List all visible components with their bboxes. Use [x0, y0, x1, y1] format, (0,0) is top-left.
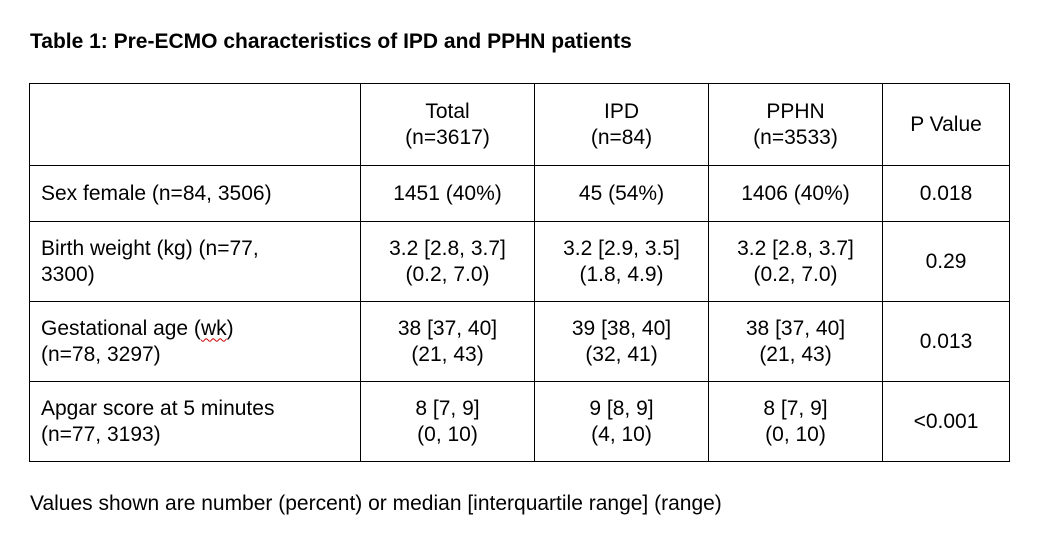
- cell-total: 8 [7, 9] (0, 10): [360, 381, 535, 462]
- cell-range: (0.2, 7.0): [753, 262, 838, 286]
- header-cell-ipd: IPD (n=84): [534, 83, 709, 166]
- row-label-line1: Birth weight (kg) (n=77,: [41, 236, 259, 260]
- cell-pphn: 3.2 [2.8, 3.7] (0.2, 7.0): [708, 221, 883, 302]
- header-pphn-label: PPHN: [766, 99, 825, 123]
- cell-pvalue: <0.001: [882, 381, 1010, 462]
- cell-value: 0.013: [919, 329, 973, 353]
- row-label-cell: Birth weight (kg) (n=77, 3300): [29, 221, 361, 302]
- header-cell-pvalue: P Value: [882, 83, 1010, 166]
- cell-median: 3.2 [2.8, 3.7]: [389, 236, 506, 260]
- cell-median: 3.2 [2.9, 3.5]: [563, 236, 680, 260]
- cell-range: (0, 10): [765, 422, 826, 446]
- cell-value: 1406 (40%): [741, 181, 850, 205]
- cell-value: 45 (54%): [578, 181, 665, 205]
- row-label-line2: 3300): [41, 262, 95, 286]
- table-row-gestational-age: Gestational age (wk) (n=78, 3297) 38 [37…: [29, 301, 1010, 382]
- cell-value: 1451 (40%): [393, 181, 502, 205]
- spellcheck-underlined-word: wk: [200, 316, 227, 340]
- cell-pvalue: 0.29: [882, 221, 1010, 302]
- cell-median: 8 [7, 9]: [763, 396, 828, 420]
- row-label-line1: Apgar score at 5 minutes: [41, 396, 275, 420]
- row-label-pre: Gestational age (: [41, 316, 201, 340]
- cell-range: (21, 43): [411, 342, 484, 366]
- header-row: Total (n=3617) IPD (n=84) PPHN (n=3533) …: [29, 83, 1010, 166]
- cell-pphn: 1406 (40%): [708, 165, 883, 222]
- cell-range: (0, 10): [417, 422, 478, 446]
- row-label: Sex female (n=84, 3506): [41, 181, 272, 205]
- cell-median: 8 [7, 9]: [415, 396, 480, 420]
- cell-range: (32, 41): [585, 342, 658, 366]
- row-label-cell: Apgar score at 5 minutes (n=77, 3193): [29, 381, 361, 462]
- header-pvalue-label: P Value: [910, 112, 982, 136]
- row-label-line1: Gestational age (wk): [41, 316, 360, 342]
- cell-pvalue: 0.018: [882, 165, 1010, 222]
- header-cell-total: Total (n=3617): [360, 83, 535, 166]
- row-label-cell: Gestational age (wk) (n=78, 3297): [29, 301, 361, 382]
- cell-median: 38 [37, 40]: [745, 316, 846, 340]
- cell-range: (0.2, 7.0): [405, 262, 490, 286]
- cell-median: 38 [37, 40]: [397, 316, 498, 340]
- characteristics-table: Total (n=3617) IPD (n=84) PPHN (n=3533) …: [29, 83, 1010, 462]
- cell-pvalue: 0.013: [882, 301, 1010, 382]
- cell-pphn: 8 [7, 9] (0, 10): [708, 381, 883, 462]
- row-label-cell: Sex female (n=84, 3506): [29, 165, 361, 222]
- cell-median: 39 [38, 40]: [571, 316, 672, 340]
- cell-value: 0.29: [925, 249, 967, 273]
- header-pphn-n: (n=3533): [753, 125, 838, 149]
- row-label-line2: (n=77, 3193): [41, 422, 161, 446]
- row-label-line2: (n=78, 3297): [41, 342, 161, 366]
- cell-value: <0.001: [913, 409, 979, 433]
- header-cell-pphn: PPHN (n=3533): [708, 83, 883, 166]
- cell-ipd: 39 [38, 40] (32, 41): [534, 301, 709, 382]
- table-row-apgar: Apgar score at 5 minutes (n=77, 3193) 8 …: [29, 381, 1010, 462]
- cell-median: 3.2 [2.8, 3.7]: [737, 236, 854, 260]
- cell-total: 1451 (40%): [360, 165, 535, 222]
- table-row-birth-weight: Birth weight (kg) (n=77, 3300) 3.2 [2.8,…: [29, 221, 1010, 302]
- cell-ipd: 9 [8, 9] (4, 10): [534, 381, 709, 462]
- cell-total: 3.2 [2.8, 3.7] (0.2, 7.0): [360, 221, 535, 302]
- cell-range: (4, 10): [591, 422, 652, 446]
- table-title: Table 1: Pre-ECMO characteristics of IPD…: [30, 30, 632, 53]
- cell-ipd: 45 (54%): [534, 165, 709, 222]
- header-total-n: (n=3617): [405, 125, 490, 149]
- header-ipd-n: (n=84): [590, 125, 653, 149]
- cell-range: (1.8, 4.9): [579, 262, 664, 286]
- header-cell-empty: [29, 83, 361, 166]
- cell-range: (21, 43): [759, 342, 832, 366]
- table-row-sex: Sex female (n=84, 3506) 1451 (40%) 45 (5…: [29, 165, 1010, 222]
- cell-ipd: 3.2 [2.9, 3.5] (1.8, 4.9): [534, 221, 709, 302]
- cell-total: 38 [37, 40] (21, 43): [360, 301, 535, 382]
- cell-pphn: 38 [37, 40] (21, 43): [708, 301, 883, 382]
- header-ipd-label: IPD: [603, 99, 639, 123]
- cell-value: 0.018: [919, 181, 973, 205]
- cell-median: 9 [8, 9]: [589, 396, 654, 420]
- header-total-label: Total: [425, 99, 470, 123]
- row-label-post: ): [226, 316, 234, 340]
- table-footnote: Values shown are number (percent) or med…: [30, 492, 722, 515]
